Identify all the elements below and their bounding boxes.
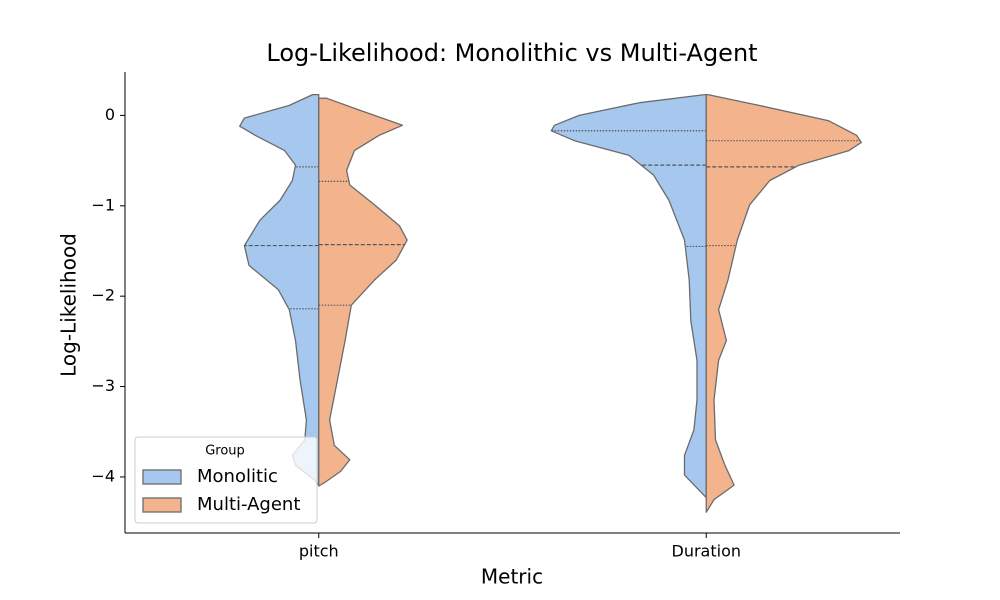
y-tick-label: −3 — [91, 376, 115, 395]
y-tick-label: −1 — [91, 195, 115, 214]
y-axis-label: Log-Likelihood — [57, 233, 81, 377]
legend-label: Multi-Agent — [197, 494, 300, 515]
legend-swatch — [142, 469, 182, 485]
x-tick-label: pitch — [299, 542, 339, 561]
x-axis-label: Metric — [481, 565, 543, 589]
legend-title: Group — [205, 444, 245, 459]
y-tick-label: −4 — [91, 466, 115, 485]
violin-half — [318, 97, 408, 487]
legend-label: Monolitic — [197, 466, 278, 487]
violin-half — [705, 93, 862, 513]
y-tick-label: −2 — [91, 286, 115, 305]
x-tick-label: Duration — [672, 542, 742, 561]
violin-half — [550, 93, 707, 499]
y-tick-label: 0 — [105, 105, 115, 124]
legend-swatch — [142, 497, 182, 513]
chart-title: Log-Likelihood: Monolithic vs Multi-Agen… — [266, 39, 757, 67]
